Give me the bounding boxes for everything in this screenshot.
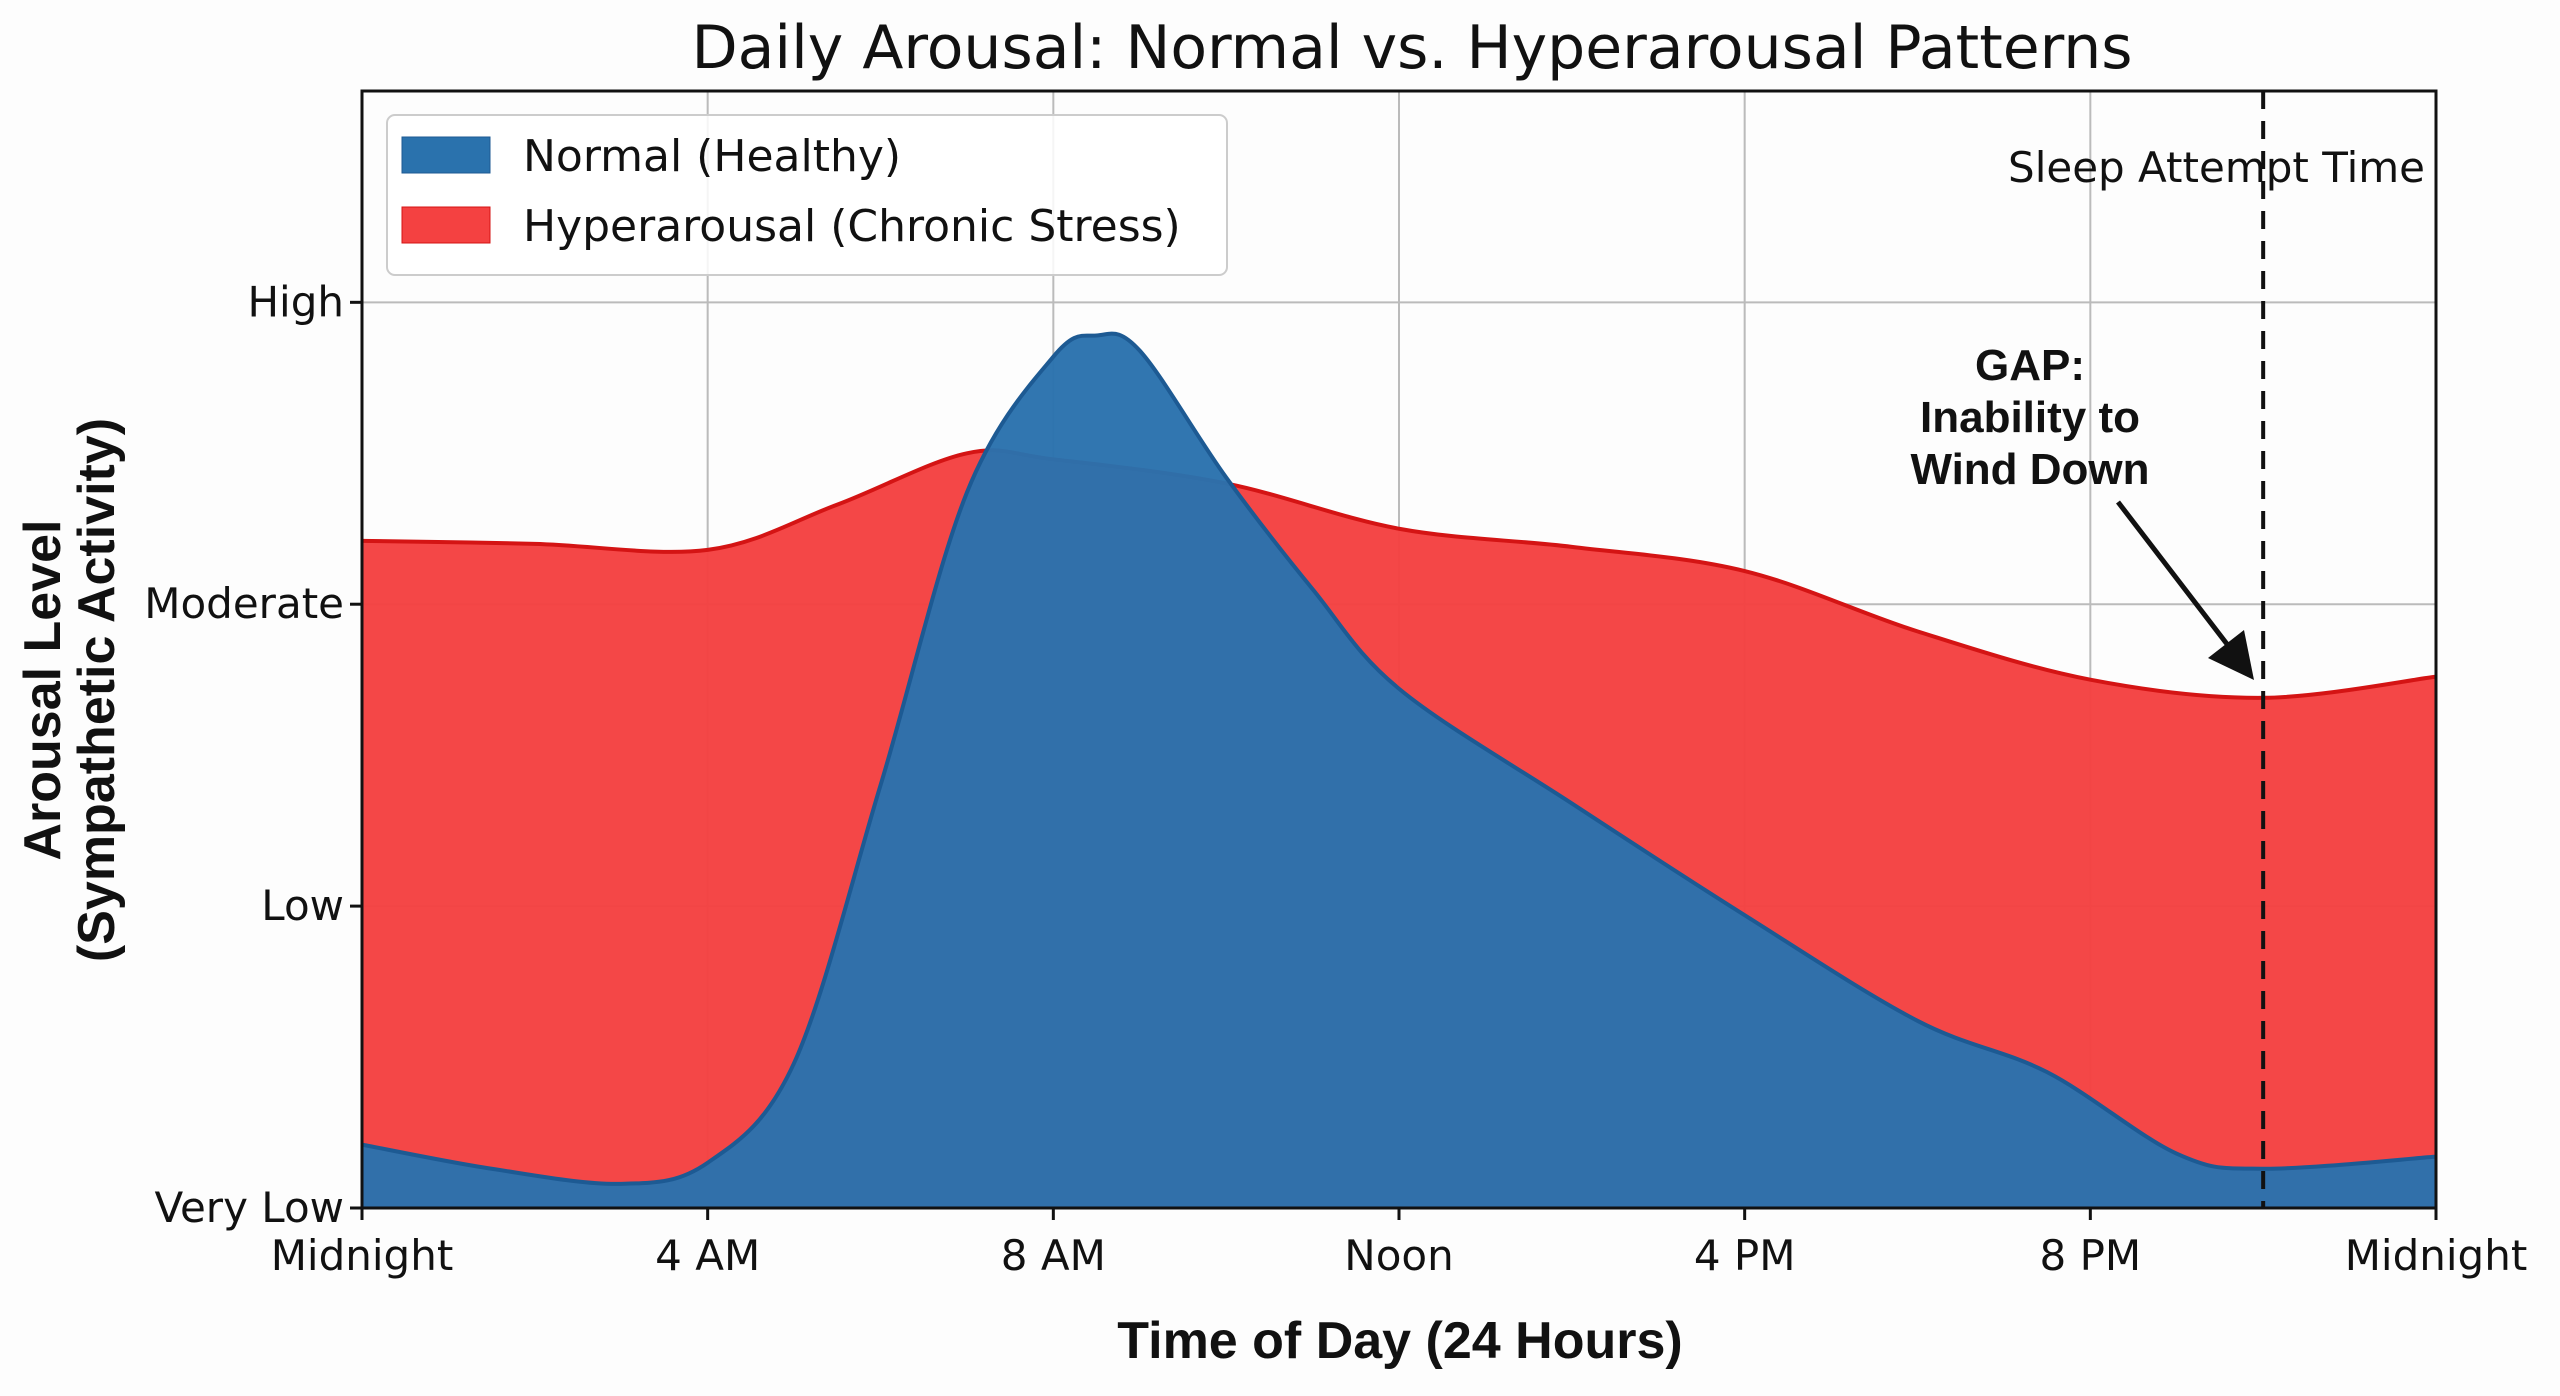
x-tick-label: 8 PM	[2040, 1231, 2142, 1280]
area-fill-normal	[362, 333, 2436, 1209]
legend-swatch-hyperarousal	[401, 206, 491, 244]
x-tick-label: Midnight	[2345, 1231, 2528, 1280]
legend-box	[386, 114, 1228, 276]
legend-swatch-normal	[401, 136, 491, 174]
x-tick-label: Midnight	[271, 1231, 454, 1280]
annotation-line-2: Inability to	[1920, 393, 2140, 442]
legend-label-normal: Normal (Healthy)	[523, 131, 901, 182]
y-axis-label-line1: Arousal Level	[14, 519, 72, 860]
x-tick-label: Noon	[1344, 1231, 1453, 1280]
annotation-line-1: GAP:	[1975, 341, 2085, 390]
x-tick-label: 8 AM	[1001, 1231, 1106, 1280]
y-tick-label: High	[247, 277, 344, 326]
sleep-attempt-label: Sleep Attempt Time	[2008, 143, 2425, 192]
annotation-line-3: Wind Down	[1910, 445, 2149, 494]
x-axis-label: Time of Day (24 Hours)	[1117, 1312, 1682, 1370]
annotation-arrow	[2116, 500, 2232, 650]
area-edge-hyperarousal	[361, 448, 2437, 700]
y-tick-label: Very Low	[155, 1183, 345, 1232]
y-axis-label-line2: (Sympathetic Activity)	[68, 418, 126, 962]
annotation-arrowhead	[2208, 630, 2254, 680]
y-tick-label: Moderate	[144, 579, 344, 628]
x-tick-label: 4 AM	[655, 1231, 760, 1280]
y-tick-label: Low	[261, 881, 344, 930]
x-tick-label: 4 PM	[1694, 1231, 1796, 1280]
ticks: Midnight 4 AM 8 AM Noon 4 PM 8 PM MidnightVery…	[144, 277, 2527, 1280]
chart-title: Daily Arousal: Normal vs. Hyperarousal P…	[691, 13, 2132, 83]
area-edge-normal	[361, 331, 2437, 1186]
legend: Normal (Healthy) Hyperarousal (Chronic S…	[386, 114, 1228, 276]
gap-annotation: GAP: Inability to Wind Down	[1910, 341, 2254, 680]
legend-label-hyperarousal: Hyperarousal (Chronic Stress)	[523, 201, 1181, 252]
areas	[361, 331, 2437, 1209]
